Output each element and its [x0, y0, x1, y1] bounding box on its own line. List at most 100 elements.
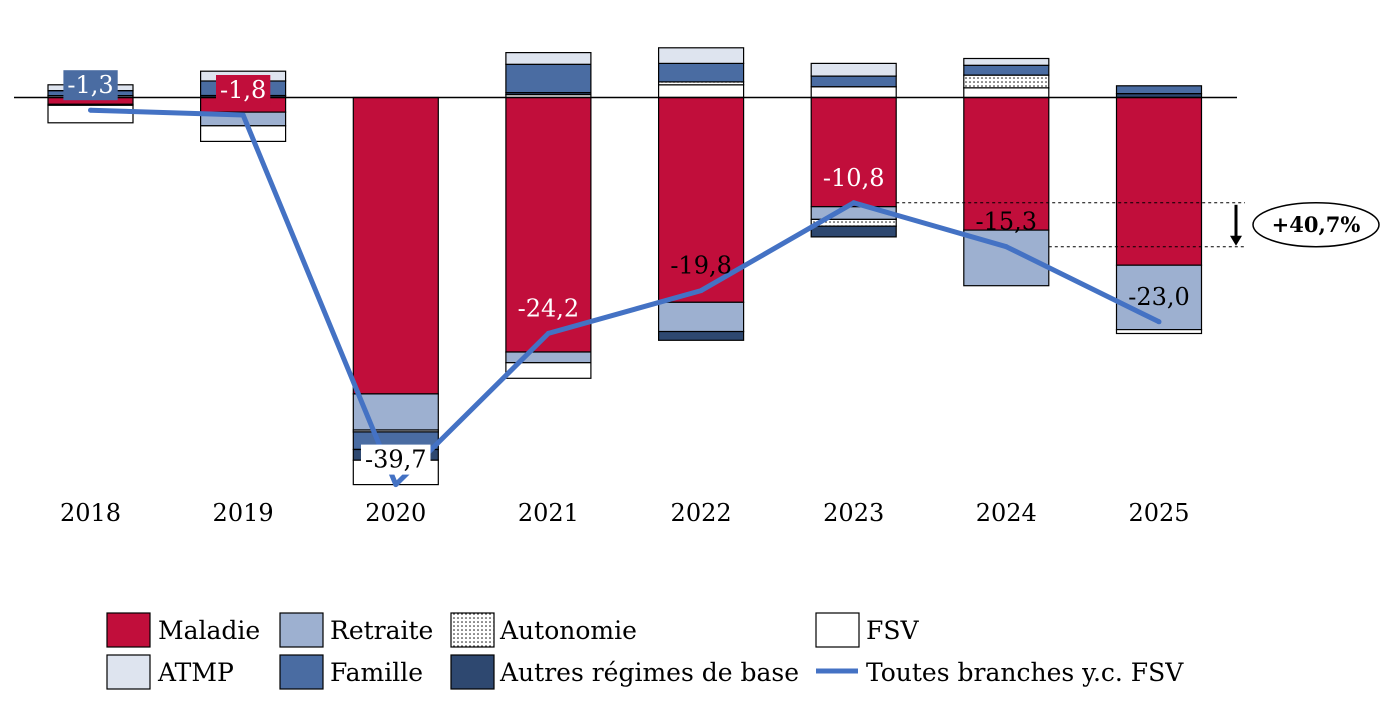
- bar-segment-fsv-2025: [1115, 329, 1203, 335]
- bar-segment-maladie-2020: [352, 96, 439, 395]
- legend-item-toutes-branches: Toutes branches y.c. FSV: [816, 658, 1184, 687]
- bar-segment-atmp-2023: [810, 62, 897, 77]
- bar-2024: [963, 57, 1050, 287]
- bar-segment-fsv-2023: [810, 86, 897, 99]
- legend-label-famille: Famille: [330, 658, 423, 687]
- x-tick-label-2023: 2023: [823, 499, 884, 527]
- legend-label-toutes-branches: Toutes branches y.c. FSV: [866, 658, 1184, 687]
- legend-swatch-maladie: [106, 612, 151, 648]
- line-point-2025: [1156, 319, 1162, 325]
- data-label-box-2018: [63, 70, 118, 101]
- total-line-series: [88, 107, 1162, 488]
- legend-item-autres-regimes: Autres régimes de base: [450, 654, 799, 690]
- legend-item-maladie: Maladie: [106, 612, 260, 648]
- annotation-arrow-head: [1230, 235, 1242, 246]
- data-label-2018: -1,3: [63, 70, 118, 101]
- x-tick-label-2018: 2018: [60, 499, 121, 527]
- x-tick-label-2025: 2025: [1128, 499, 1189, 527]
- legend-swatch-atmp: [106, 654, 151, 690]
- legend-item-famille: Famille: [279, 654, 423, 690]
- bar-segment-fsv-2024: [963, 87, 1050, 99]
- bar-segment-maladie-2024: [963, 96, 1050, 231]
- line-point-2019: [240, 112, 246, 118]
- legend-swatch-fsv: [815, 612, 860, 648]
- line-point-2020: [393, 482, 399, 488]
- data-label-box-2019: [216, 75, 271, 105]
- bar-segment-famille-2023: [810, 75, 897, 88]
- bar-segment-maladie-2023: [810, 96, 897, 208]
- bar-segment-famille-2025: [1115, 85, 1203, 95]
- x-tick-label-2024: 2024: [976, 499, 1037, 527]
- bar-segment-fsv-2019: [200, 125, 287, 143]
- legend-item-fsv: FSV: [815, 612, 919, 648]
- bar-segment-famille-2022: [657, 62, 745, 83]
- data-label-2024: -15,3: [976, 208, 1038, 236]
- bar-2020: [352, 96, 439, 486]
- x-tick-label-2019: 2019: [213, 499, 274, 527]
- x-tick-label-2020: 2020: [365, 499, 426, 527]
- annotation-text: +40,7%: [1272, 212, 1361, 237]
- legend-label-autonomie: Autonomie: [499, 616, 637, 645]
- line-point-2022: [698, 288, 704, 294]
- bar-segment-retraite-2022: [657, 301, 745, 333]
- line-point-2021: [545, 330, 551, 336]
- bar-2025: [1115, 85, 1203, 335]
- bar-2021: [505, 51, 592, 379]
- legend-swatch-retraite: [279, 612, 324, 648]
- data-label-text-2020: -39,7: [365, 446, 427, 474]
- x-axis-tick-labels: 2018 2019 2020 2021 2022 2023 2024 2025: [60, 499, 1190, 527]
- data-label-box-2020: [361, 444, 431, 475]
- bar-2023: [810, 62, 897, 238]
- legend-swatch-famille: [279, 654, 324, 690]
- bar-segment-atmp-2021: [505, 51, 592, 65]
- data-label-2021: -24,2: [518, 294, 580, 322]
- bar-segment-famille-2021: [505, 63, 592, 94]
- data-label-2025: -23,0: [1128, 283, 1190, 311]
- annotation-ellipse: [1252, 201, 1380, 248]
- series-line-toutes-branches-y-c-fsv: [90, 107, 1161, 488]
- variation-annotation: +40,7%: [896, 201, 1380, 248]
- data-label-text-2024: -15,3: [976, 208, 1038, 236]
- data-label-2020: -39,7: [361, 444, 431, 475]
- legend-swatch-autres-regimes: [450, 654, 495, 690]
- data-label-2023: -10,8: [823, 164, 885, 192]
- bar-segment-atmp-2024: [963, 57, 1050, 66]
- legend-label-autres-regimes: Autres régimes de base: [499, 658, 799, 687]
- x-tick-label-2022: 2022: [671, 499, 732, 527]
- line-point-2024: [1003, 244, 1009, 250]
- bar-segment-autres-regimes-de-base-2022: [657, 330, 745, 341]
- data-label-2019: -1,8: [216, 75, 271, 105]
- bar-segment-autres-regimes-de-base-2023: [810, 225, 897, 238]
- bar-segment-maladie-2021: [505, 96, 592, 353]
- legend-swatch-autonomie: [450, 612, 495, 648]
- legend-label-fsv: FSV: [866, 616, 919, 645]
- bar-segment-atmp-2022: [657, 47, 745, 64]
- bar-segment-maladie-2025: [1115, 96, 1203, 266]
- legend-label-retraite: Retraite: [330, 616, 433, 645]
- bar-segment-maladie-2022: [657, 96, 745, 303]
- data-label-text-2021: -24,2: [518, 294, 580, 322]
- data-label-text-2023: -10,8: [823, 164, 885, 192]
- stacked-bars: [47, 47, 1203, 486]
- bar-segment-retraite-2025: [1115, 264, 1203, 331]
- line-point-2018: [88, 107, 93, 113]
- bar-segment-famille-2024: [963, 64, 1050, 76]
- bar-segment-autonomie-2024: [963, 74, 1050, 89]
- bar-2022: [657, 47, 745, 341]
- legend-item-autonomie: Autonomie: [450, 612, 637, 648]
- data-labels: -1,3 -1,8 -39,7 -24,2 -19,8 -10,8 -15,3 -23,0: [63, 70, 1190, 475]
- line-point-2023: [851, 200, 857, 206]
- x-tick-label-2021: 2021: [518, 499, 579, 527]
- data-label-text-2022: -19,8: [670, 252, 732, 280]
- data-label-text-2019: -1,8: [220, 76, 266, 104]
- legend-label-atmp: ATMP: [157, 658, 234, 687]
- legend: Maladie Retraite Autonomie FSV ATMP Fami…: [106, 612, 1184, 690]
- data-label-2022: -19,8: [670, 252, 732, 280]
- legend-item-retraite: Retraite: [279, 612, 433, 648]
- bar-segment-fsv-2022: [657, 84, 745, 99]
- legend-item-atmp: ATMP: [106, 654, 234, 690]
- data-label-text-2025: -23,0: [1128, 283, 1190, 311]
- legend-label-maladie: Maladie: [158, 616, 260, 645]
- bar-segment-fsv-2021: [505, 362, 592, 379]
